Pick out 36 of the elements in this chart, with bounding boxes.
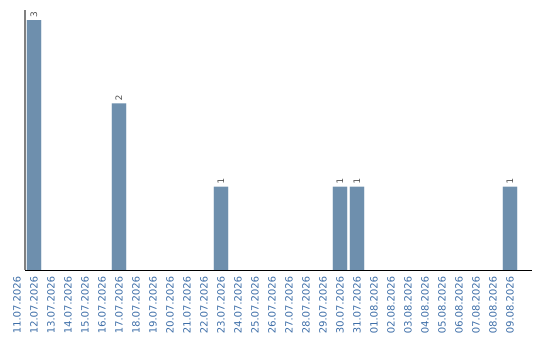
x-tick-label: 15.07.2026: [80, 276, 92, 334]
x-tick-label: 25.07.2026: [250, 276, 262, 334]
x-tick-label: 20.07.2026: [166, 276, 176, 334]
x-tick-label: 05.08.2026: [438, 276, 448, 334]
x-tick-label: 14.07.2026: [64, 276, 74, 334]
x-tick-label: 27.07.2026: [284, 276, 296, 334]
x-tick-label: 24.07.2026: [234, 276, 244, 334]
x-tick-label: 28.07.2026: [302, 276, 312, 334]
data-label: 3: [30, 11, 40, 17]
x-tick-label: 01.08.2026: [370, 276, 380, 334]
x-tick-label: 31.07.2026: [352, 276, 364, 334]
data-label: 2: [115, 94, 125, 100]
x-tick-label: 13.07.2026: [46, 276, 58, 334]
x-tick-label: 30.07.2026: [336, 276, 346, 334]
x-tick-label: 29.07.2026: [318, 276, 330, 334]
x-tick-label: 23.07.2026: [216, 276, 228, 334]
x-tick-label: 02.08.2026: [386, 276, 398, 334]
data-label: 1: [217, 178, 227, 184]
x-tick-label: 04.08.2026: [420, 276, 432, 334]
x-tick-label: 19.07.2026: [148, 276, 160, 334]
x-tick-label: 03.08.2026: [404, 276, 414, 334]
x-tick-label: 18.07.2026: [132, 276, 142, 334]
x-tick-label: 07.08.2026: [472, 276, 482, 334]
x-tick-label: 16.07.2026: [98, 276, 108, 334]
x-tick-label: 26.07.2026: [268, 276, 278, 334]
x-tick-label: 17.07.2026: [114, 276, 126, 334]
x-tick-label: 22.07.2026: [200, 276, 210, 334]
data-label: 1: [506, 178, 516, 184]
x-tick-label: 09.08.2026: [506, 276, 516, 334]
x-tick-label: 08.08.2026: [488, 276, 500, 334]
x-tick-label: 11.07.2026: [12, 276, 24, 334]
x-tick-label: 06.08.2026: [454, 276, 466, 334]
x-tick-label: 21.07.2026: [182, 276, 194, 334]
x-tick-label: 12.07.2026: [30, 276, 40, 334]
data-label: 1: [336, 178, 346, 184]
data-label: 1: [353, 178, 363, 184]
